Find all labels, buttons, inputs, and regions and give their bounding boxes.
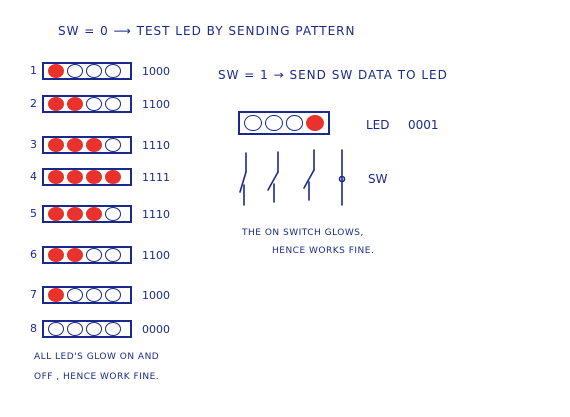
led-on-icon: [67, 248, 83, 262]
row-value-3: 1110: [142, 139, 170, 152]
row-label-1: 1: [30, 64, 37, 77]
led-off-icon: [67, 288, 83, 302]
row-label-2: 2: [30, 97, 37, 110]
led-on-icon: [48, 288, 64, 302]
led-row-3: [42, 136, 132, 154]
led-on-icon: [48, 64, 64, 78]
led-row-7: [42, 286, 132, 304]
led-on-icon: [48, 138, 64, 152]
row-label-5: 5: [30, 207, 37, 220]
led-off-icon: [67, 64, 83, 78]
switch-2-icon: [267, 151, 279, 203]
row-value-7: 1000: [142, 289, 170, 302]
switch-1-icon: [239, 152, 247, 206]
led-on-icon: [86, 170, 102, 184]
led-on-icon: [67, 170, 83, 184]
led-off-icon: [105, 288, 121, 302]
note-left-line1: ALL LED'S GLOW ON AND: [34, 352, 160, 362]
note-left-line2: OFF , HENCE WORK FINE.: [34, 372, 160, 382]
led-off-icon: [105, 97, 121, 111]
led-on-icon: [48, 170, 64, 184]
led-off-icon: [86, 288, 102, 302]
led-on-icon: [67, 138, 83, 152]
title-sw0: SW = 0 ⟶ TEST LED BY SENDING PATTERN: [58, 24, 356, 38]
row-value-2: 1100: [142, 98, 170, 111]
note-right-line1: THE ON SWITCH GLOWS,: [242, 228, 364, 238]
led-panel-label: LED: [366, 118, 390, 132]
led-on-icon: [67, 207, 83, 221]
led-row-8: [42, 320, 132, 338]
led-on-icon: [306, 115, 324, 131]
led-off-icon: [105, 322, 121, 336]
row-label-4: 4: [30, 170, 37, 183]
led-off-icon: [86, 322, 102, 336]
led-off-icon: [264, 115, 283, 131]
led-off-icon: [67, 322, 83, 336]
led-on-icon: [48, 248, 64, 262]
led-on-icon: [86, 138, 102, 152]
led-off-icon: [86, 248, 102, 262]
led-off-icon: [105, 207, 121, 221]
led-on-icon: [105, 170, 121, 184]
note-right-line2: HENCE WORKS FINE.: [272, 246, 375, 256]
row-value-5: 1110: [142, 208, 170, 221]
led-on-icon: [67, 97, 83, 111]
led-row-4: [42, 168, 132, 186]
led-row-1: [42, 62, 132, 80]
row-value-6: 1100: [142, 249, 170, 262]
led-row-6: [42, 246, 132, 264]
led-off-icon: [105, 138, 121, 152]
row-label-7: 7: [30, 288, 37, 301]
row-label-6: 6: [30, 248, 37, 261]
led-panel: [238, 111, 330, 135]
switch-label: SW: [368, 172, 388, 186]
row-label-3: 3: [30, 138, 37, 151]
led-off-icon: [105, 64, 121, 78]
switch-3-icon: [303, 149, 315, 201]
led-row-2: [42, 95, 132, 113]
row-label-8: 8: [30, 322, 37, 335]
row-value-8: 0000: [142, 323, 170, 336]
led-off-icon: [86, 97, 102, 111]
led-on-icon: [86, 207, 102, 221]
row-value-1: 1000: [142, 65, 170, 78]
led-off-icon: [86, 64, 102, 78]
led-row-5: [42, 205, 132, 223]
switch-4-on-icon: [338, 149, 346, 206]
led-off-icon: [105, 248, 121, 262]
led-on-icon: [48, 207, 64, 221]
led-off-icon: [285, 115, 304, 131]
row-value-4: 1111: [142, 171, 170, 184]
led-panel-value: 0001: [408, 118, 439, 132]
led-off-icon: [48, 322, 64, 336]
led-off-icon: [244, 115, 262, 131]
led-on-icon: [48, 97, 64, 111]
title-sw1: SW = 1 → SEND SW DATA TO LED: [218, 68, 448, 82]
